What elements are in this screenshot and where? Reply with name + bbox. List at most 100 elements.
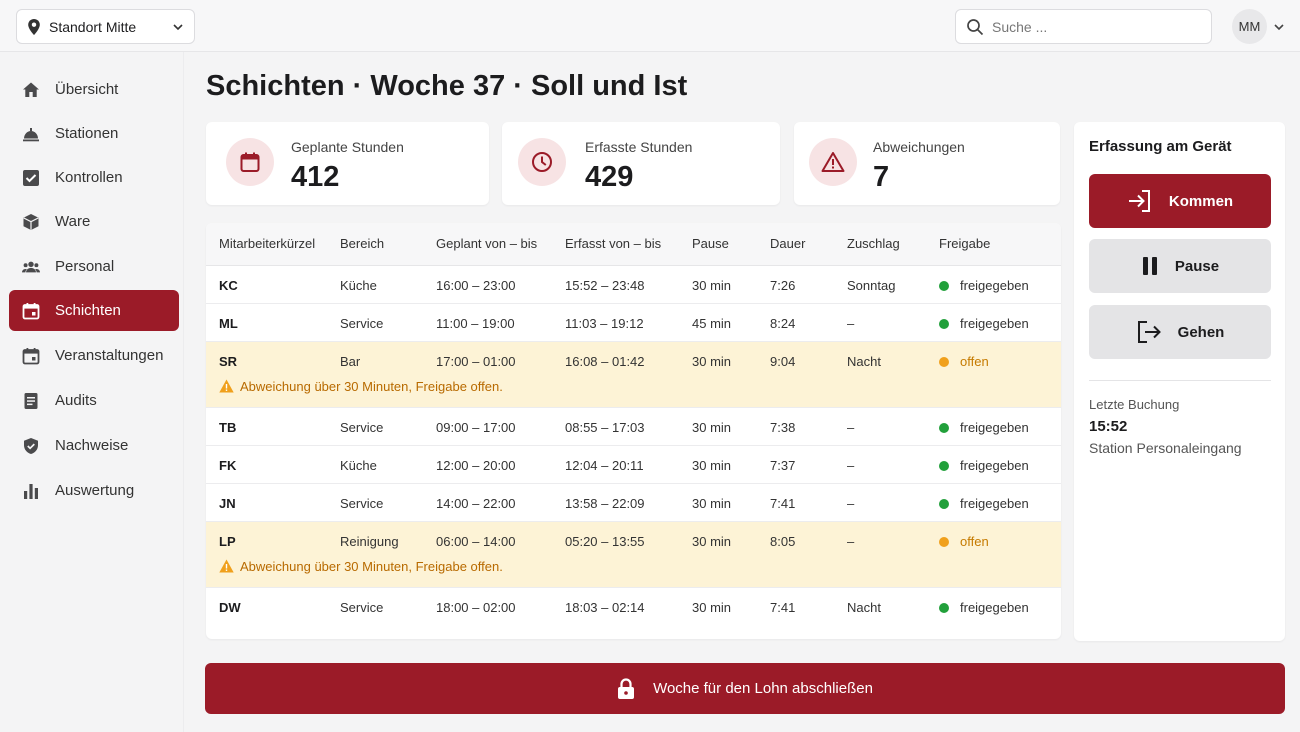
table-row[interactable]: SR Bar 17:00 – 01:00 16:08 – 01:42 30 min 9:0…: [206, 341, 1061, 379]
divider: [1089, 380, 1271, 381]
column-header[interactable]: Pause: [692, 223, 770, 266]
table-row[interactable]: ML Service 11:00 – 19:00 11:03 – 19:12 45 mi…: [206, 303, 1061, 342]
status-badge: offen: [960, 533, 989, 549]
sidebar-item-label: Auswertung: [55, 482, 135, 499]
cell-duration: 7:41: [770, 483, 847, 522]
cell-planned: 18:00 – 02:00: [436, 599, 516, 615]
deviation-note-text: Abweichung über 30 Minuten, Freigabe off…: [240, 559, 503, 574]
column-header[interactable]: Geplant von – bis: [436, 223, 565, 266]
sidebar-item-label: Schichten: [55, 302, 121, 319]
last-booking-time: 15:52: [1089, 418, 1128, 435]
people-icon: [22, 258, 40, 276]
page-title: Schichten · Woche 37 · Soll und Ist: [206, 70, 688, 102]
column-header[interactable]: Dauer: [770, 223, 847, 266]
status-dot-icon: [939, 498, 949, 509]
user-menu-chevron-icon[interactable]: [1273, 20, 1285, 38]
sidebar-item-auswertung[interactable]: Auswertung: [9, 470, 179, 511]
stat-card-planned: Geplante Stunden 412: [206, 122, 489, 205]
cell-planned: 11:00 – 19:00: [436, 303, 565, 342]
sidebar-item-label: Ware: [55, 213, 91, 230]
table-row[interactable]: TB Service 09:00 – 17:00 08:55 – 17:03 30 mi…: [206, 407, 1061, 446]
cell-planned: 12:00 – 20:00: [436, 445, 565, 484]
table-row[interactable]: JN Service 14:00 – 22:00 13:58 – 22:09 30 mi…: [206, 483, 1061, 522]
cell-pause: 30 min: [692, 483, 770, 522]
location-selector[interactable]: Standort Mitte: [16, 9, 195, 44]
column-header[interactable]: Erfasst von – bis: [565, 223, 692, 266]
cell-status: freigegeben: [939, 483, 1061, 522]
stat-value: 412: [291, 161, 340, 193]
table-row[interactable]: DW Service 18:00 – 02:00 18:03 – 02:14 30 mi…: [206, 587, 1061, 625]
employee-code: FK: [206, 445, 340, 484]
chevron-down-icon: [172, 21, 184, 33]
status-dot-icon: [939, 356, 949, 367]
sidebar-item-personal[interactable]: Personal: [9, 246, 179, 287]
search-box[interactable]: [955, 9, 1212, 44]
kommen-label: Kommen: [1168, 192, 1234, 210]
sidebar-item-nachweise[interactable]: Nachweise: [9, 425, 179, 466]
search-icon: [967, 18, 984, 35]
employee-code: LP: [206, 521, 340, 559]
pause-button[interactable]: Pause: [1089, 239, 1271, 293]
status-dot-icon: [939, 318, 949, 329]
station-icon: [22, 125, 40, 143]
cell-surcharge: Nacht: [847, 599, 881, 615]
cell-recorded: 16:08 – 01:42: [565, 341, 692, 379]
status-badge: freigegeben: [960, 599, 1029, 615]
table-row[interactable]: LP Reinigung 06:00 – 14:00 05:20 – 13:55 30 …: [206, 521, 1061, 559]
cell-pause: 30 min: [692, 521, 770, 559]
cell-pause: 30 min: [692, 341, 770, 379]
gehen-button[interactable]: Gehen: [1089, 305, 1271, 359]
lock-week-button[interactable]: Woche für den Lohn abschließen: [205, 663, 1285, 714]
sidebar-item-label: Veranstaltungen: [55, 347, 164, 364]
cell-planned: 16:00 – 23:00: [436, 265, 565, 304]
cell-area: Küche: [340, 445, 436, 484]
cell-pause: 30 min: [692, 445, 770, 484]
column-header[interactable]: Bereich: [340, 223, 436, 266]
bar-chart-icon: [22, 482, 40, 500]
location-pin-icon: [27, 18, 41, 35]
cell-planned: 09:00 – 17:00: [436, 407, 565, 446]
cell-recorded: 15:52 – 23:48: [565, 265, 692, 304]
cell-area: Service: [340, 407, 436, 446]
login-icon: [1127, 189, 1153, 213]
cell-status: offen: [939, 521, 1061, 559]
sidebar-item-schichten[interactable]: Schichten: [9, 290, 179, 331]
warning-icon: [809, 138, 857, 186]
last-booking-station: Station Personaleingang: [1089, 440, 1242, 456]
employee-code: JN: [206, 483, 340, 522]
cell-status: freigegeben: [939, 587, 1061, 625]
location-label: Standort Mitte: [49, 18, 137, 35]
shift-table-card: Mitarbeiterkürzel Bereich Geplant von – …: [206, 223, 1061, 639]
column-header[interactable]: Zuschlag: [847, 223, 939, 266]
employee-code: KC: [206, 265, 340, 304]
table-row[interactable]: KC Küche 16:00 – 23:00 15:52 – 23:48 30 min 7…: [206, 265, 1061, 304]
sidebar-item-kontrollen[interactable]: Kontrollen: [9, 157, 179, 198]
sidebar-item-audits[interactable]: Audits: [9, 380, 179, 421]
cell-planned: 14:00 – 22:00: [436, 483, 565, 522]
status-badge: freigegeben: [960, 419, 1029, 435]
user-avatar[interactable]: MM: [1232, 9, 1267, 44]
employee-code: ML: [206, 303, 340, 342]
sidebar-item-stationen[interactable]: Stationen: [9, 113, 179, 154]
device-panel: Erfassung am Gerät Kommen Pause Gehen Le…: [1074, 122, 1285, 641]
sidebar-item-label: Kontrollen: [55, 169, 123, 186]
last-booking-label: Letzte Buchung: [1089, 397, 1180, 412]
box-icon: [22, 213, 40, 231]
sidebar-item-ware[interactable]: Ware: [9, 201, 179, 242]
sidebar-item-veranstaltungen[interactable]: Veranstaltungen: [9, 335, 179, 376]
stat-value: 429: [585, 161, 634, 193]
column-header[interactable]: Freigabe: [939, 223, 1061, 266]
deviation-note-row: Abweichung über 30 Minuten, Freigabe off…: [206, 379, 1061, 408]
search-input[interactable]: [992, 18, 1192, 35]
table-row[interactable]: FK Küche 12:00 – 20:00 12:04 – 20:11 30 min 7…: [206, 445, 1061, 484]
shift-table: Mitarbeiterkürzel Bereich Geplant von – …: [206, 223, 1061, 625]
cell-planned: 06:00 – 14:00: [436, 521, 565, 559]
cell-status: freigegeben: [939, 303, 1061, 342]
sidebar-item-uebersicht[interactable]: Übersicht: [9, 69, 179, 110]
column-header[interactable]: Mitarbeiterkürzel: [206, 223, 340, 266]
cell-duration: 7:37: [770, 445, 847, 484]
cell-area: Reinigung: [340, 521, 436, 559]
shield-check-icon: [22, 437, 40, 455]
cell-surcharge: –: [847, 521, 939, 559]
kommen-button[interactable]: Kommen: [1089, 174, 1271, 228]
